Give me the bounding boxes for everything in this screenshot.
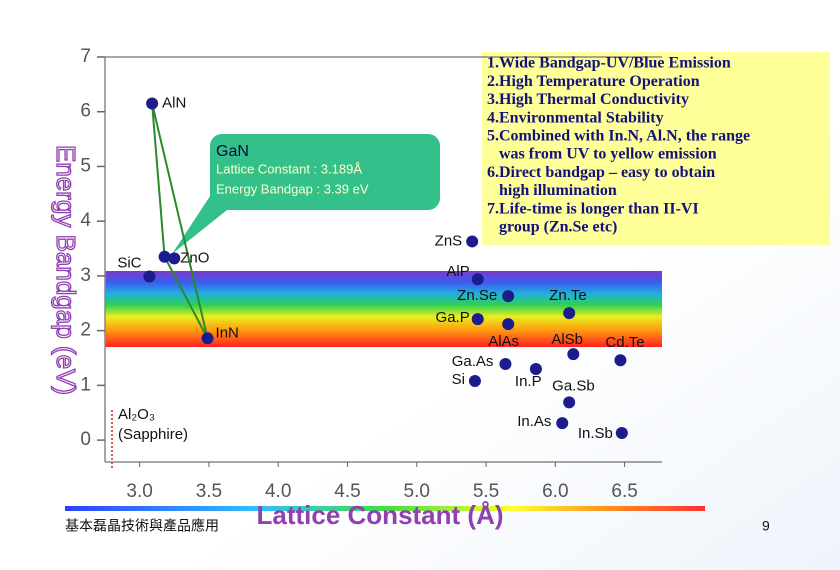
point-label: Ga.As [452,353,494,370]
point-label: AlSb [551,331,583,348]
point [529,362,542,375]
point [468,375,481,387]
point-label: Ga.Sb [552,377,595,394]
point-label: SiC [117,254,141,271]
y-tick-label: 3 [80,265,91,286]
divider [65,506,705,511]
y-tick-label: 2 [80,320,91,341]
y-tick-label: 1 [80,374,91,395]
point [168,252,181,265]
y-tick-label: 0 [80,429,91,450]
point [201,332,214,345]
page-number: 9 [762,518,770,534]
note-line: was from UV to yellow emission [487,146,717,163]
point [466,235,479,248]
x-tick-label: 4.5 [334,481,360,502]
note-line: 2.High Temperature Operation [487,73,700,90]
note-line: 1.Wide Bandgap-UV/Blue Emission [487,55,731,72]
point [471,313,484,326]
point [146,97,159,110]
point-label: In.As [517,413,551,430]
x-tick-label: 4.0 [265,481,291,502]
note-line: group (Zn.Se etc) [487,218,617,235]
y-tick-label: 7 [80,46,91,67]
point-label: ZnO [180,249,209,266]
x-tick-label: 6.5 [611,481,637,502]
point [556,417,569,430]
point-label: Si [452,371,465,388]
y-axis-label: Energy Bandgap (eV) [51,145,81,395]
note-line: 6.Direct bandgap – easy to obtain [487,164,715,181]
callout-box [210,134,440,210]
note-line: 5.Combined with In.N, Al.N, the range [487,127,750,144]
x-tick-label: 5.0 [404,481,430,502]
y-tick-label: 5 [80,155,91,176]
point-label: Cd.Te [605,334,644,351]
point [502,318,515,331]
y-tick-label: 4 [80,210,91,231]
point-label: InN [216,324,239,341]
x-axis-label: Lattice Constant (Å) [257,500,504,530]
point [615,426,628,439]
substrate-label: Al₂O₃ [118,406,155,423]
note-line: 4.Environmental Stability [487,109,664,126]
point [567,348,580,361]
point [143,270,156,283]
point [502,290,515,303]
x-tick-label: 6.0 [542,481,568,502]
notes-box [482,52,830,245]
note-line: 3.High Thermal Conductivity [487,91,689,108]
callout-title: GaN [216,143,249,160]
substrate-label: (Sapphire) [118,426,188,443]
point [563,307,576,320]
point [158,250,171,263]
callout-line: Energy Bandgap : 3.39 eV [216,181,369,196]
footer: 基本磊晶技術與產品應用 [65,518,219,534]
callout-line: Lattice Constant : 3.189Å [216,161,362,176]
x-tick-label: 3.0 [126,481,152,502]
point-label: ZnS [435,232,463,249]
point-label: Ga.P [436,309,470,326]
point-label: Zn.Se [457,287,497,304]
point-label: In.Sb [578,425,613,442]
point-label: AlP [446,263,469,280]
note-line: high illumination [487,182,617,199]
note-line: 7.Life-time is longer than II-VI [487,200,699,217]
point-label: Zn.Te [549,287,587,304]
point [471,273,484,286]
point-label: AlN [162,94,186,111]
x-tick-label: 3.5 [196,481,222,502]
point-label: AlAs [488,333,519,350]
x-tick-label: 5.5 [473,481,499,502]
y-tick-label: 6 [80,101,91,122]
point [563,396,576,409]
point [614,354,627,367]
nitride-triangle [151,103,209,339]
point-label: In.P [515,373,542,390]
callout-pointer [172,190,232,254]
point [499,358,512,371]
